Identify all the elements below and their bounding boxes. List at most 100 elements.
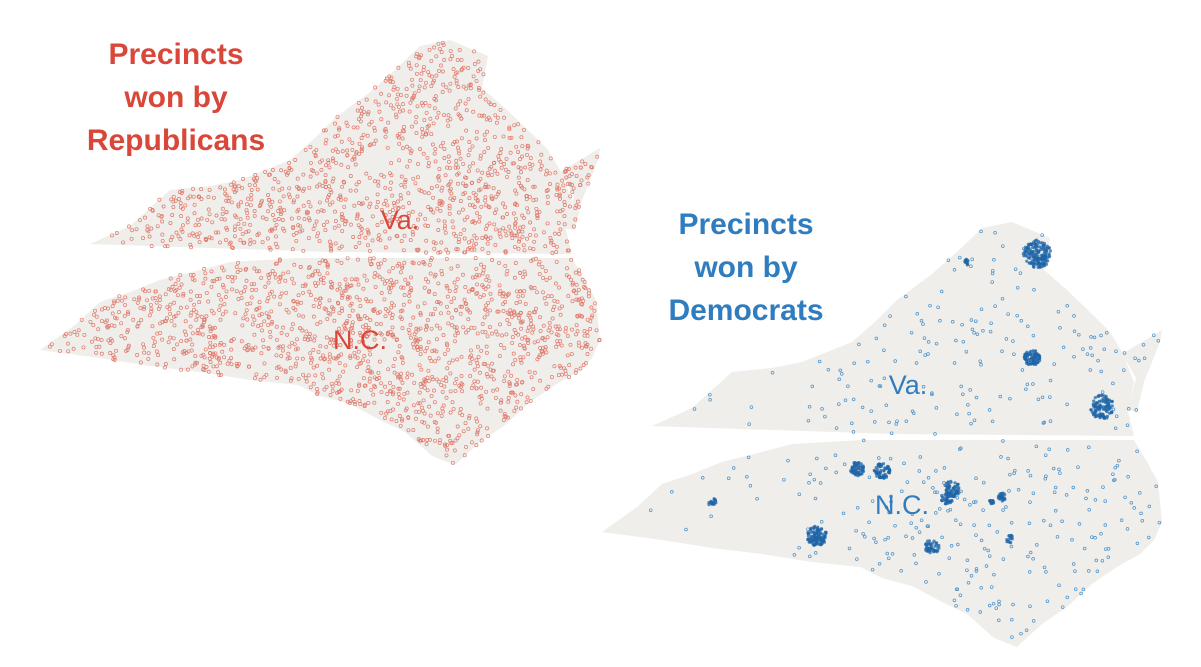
precinct-dot [462,453,467,458]
precinct-dot [179,367,184,372]
precinct-dot [376,262,381,266]
precinct-dot [1016,488,1021,492]
precinct-dot [249,282,254,287]
precinct-dot [225,227,230,232]
precinct-dot [469,386,474,391]
precinct-dot [402,293,407,297]
precinct-dot [520,213,525,218]
precinct-dot [149,306,154,311]
precinct-dot [453,165,458,170]
precinct-dot [296,313,301,318]
precinct-dot [395,86,400,91]
precinct-dot [538,378,543,383]
precinct-dot [947,556,952,560]
precinct-dot [926,546,930,550]
precinct-dot [1093,403,1097,407]
precinct-dot [216,357,221,362]
precinct-dot [244,308,249,313]
precinct-dot [513,225,518,230]
precinct-dot [463,421,468,426]
precinct-dot [554,193,559,198]
precinct-dot [337,361,342,366]
precinct-dot [160,238,165,243]
precinct-dot [1099,532,1103,536]
precinct-dot [925,539,930,543]
precinct-dot [332,318,337,323]
precinct-dot [241,316,246,321]
precinct-dot [353,402,358,407]
precinct-dot [178,201,183,206]
precinct-dot [505,310,510,315]
precinct-dot [356,257,360,262]
precinct-dot [311,304,316,308]
precinct-dot [349,388,354,393]
precinct-dot [458,407,463,411]
precinct-dot [321,353,326,358]
precinct-dot [451,142,455,147]
precinct-dot [203,271,208,276]
precinct-dot [1081,587,1086,592]
precinct-dot [511,351,516,356]
precinct-dot [525,152,530,157]
precinct-dot [123,295,128,300]
precinct-dot [306,337,311,342]
precinct-dot [579,301,584,306]
precinct-dot [581,363,586,367]
precinct-dot [220,206,225,211]
precinct-dot [429,208,433,212]
precinct-dot [274,324,279,329]
precinct-dot [502,378,507,383]
precinct-dot [552,364,557,369]
precinct-dot [467,196,472,201]
precinct-dot [394,338,399,342]
precinct-dot [1089,335,1093,339]
precinct-dot [417,363,422,368]
precinct-dot [234,215,239,220]
precinct-dot [471,74,476,79]
precinct-dot [411,428,416,433]
precinct-dot [168,238,173,243]
precinct-dot [477,219,482,224]
precinct-dot [207,324,212,329]
precinct-dot [525,395,530,400]
precinct-dot [273,275,278,280]
precinct-dot [440,406,445,411]
precinct-dot [245,348,250,353]
precinct-dot [343,277,348,282]
precinct-dot [395,234,400,239]
precinct-dot [1036,242,1040,246]
precinct-dot [390,265,395,270]
precinct-dot [961,339,966,344]
precinct-dot [263,284,268,289]
precinct-dot [532,340,537,345]
precinct-dot [273,226,278,231]
precinct-dot [516,165,521,170]
precinct-dot [964,349,969,354]
precinct-dot [110,311,115,316]
precinct-dot [472,325,477,330]
precinct-dot [401,102,405,107]
precinct-dot [524,400,529,405]
precinct-dot [399,239,404,244]
precinct-dot [446,123,451,128]
precinct-dot [946,485,950,489]
precinct-dot [455,357,460,362]
precinct-dot [362,273,367,278]
precinct-dot [435,206,440,211]
precinct-dot [168,335,173,340]
precinct-dot [317,272,322,277]
precinct-dot [473,192,478,197]
precinct-dot [294,238,299,243]
precinct-dot [455,424,460,429]
precinct-dot [328,187,333,192]
precinct-dot [326,194,331,199]
precinct-dot [477,87,482,92]
precinct-dot [1122,351,1127,355]
precinct-dot [396,350,401,355]
precinct-dot [475,430,480,435]
precinct-dot [749,405,754,409]
precinct-dot [432,151,437,156]
precinct-dot [537,259,542,264]
precinct-dot [516,229,521,234]
precinct-dot [335,287,340,292]
